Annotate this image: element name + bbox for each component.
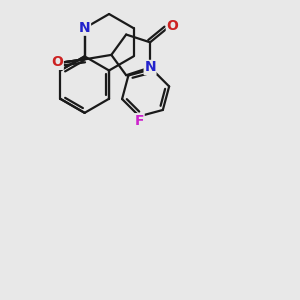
Text: N: N: [79, 21, 90, 35]
Text: O: O: [167, 19, 178, 33]
Text: N: N: [144, 61, 156, 74]
Text: F: F: [135, 114, 144, 128]
Text: O: O: [51, 55, 63, 69]
